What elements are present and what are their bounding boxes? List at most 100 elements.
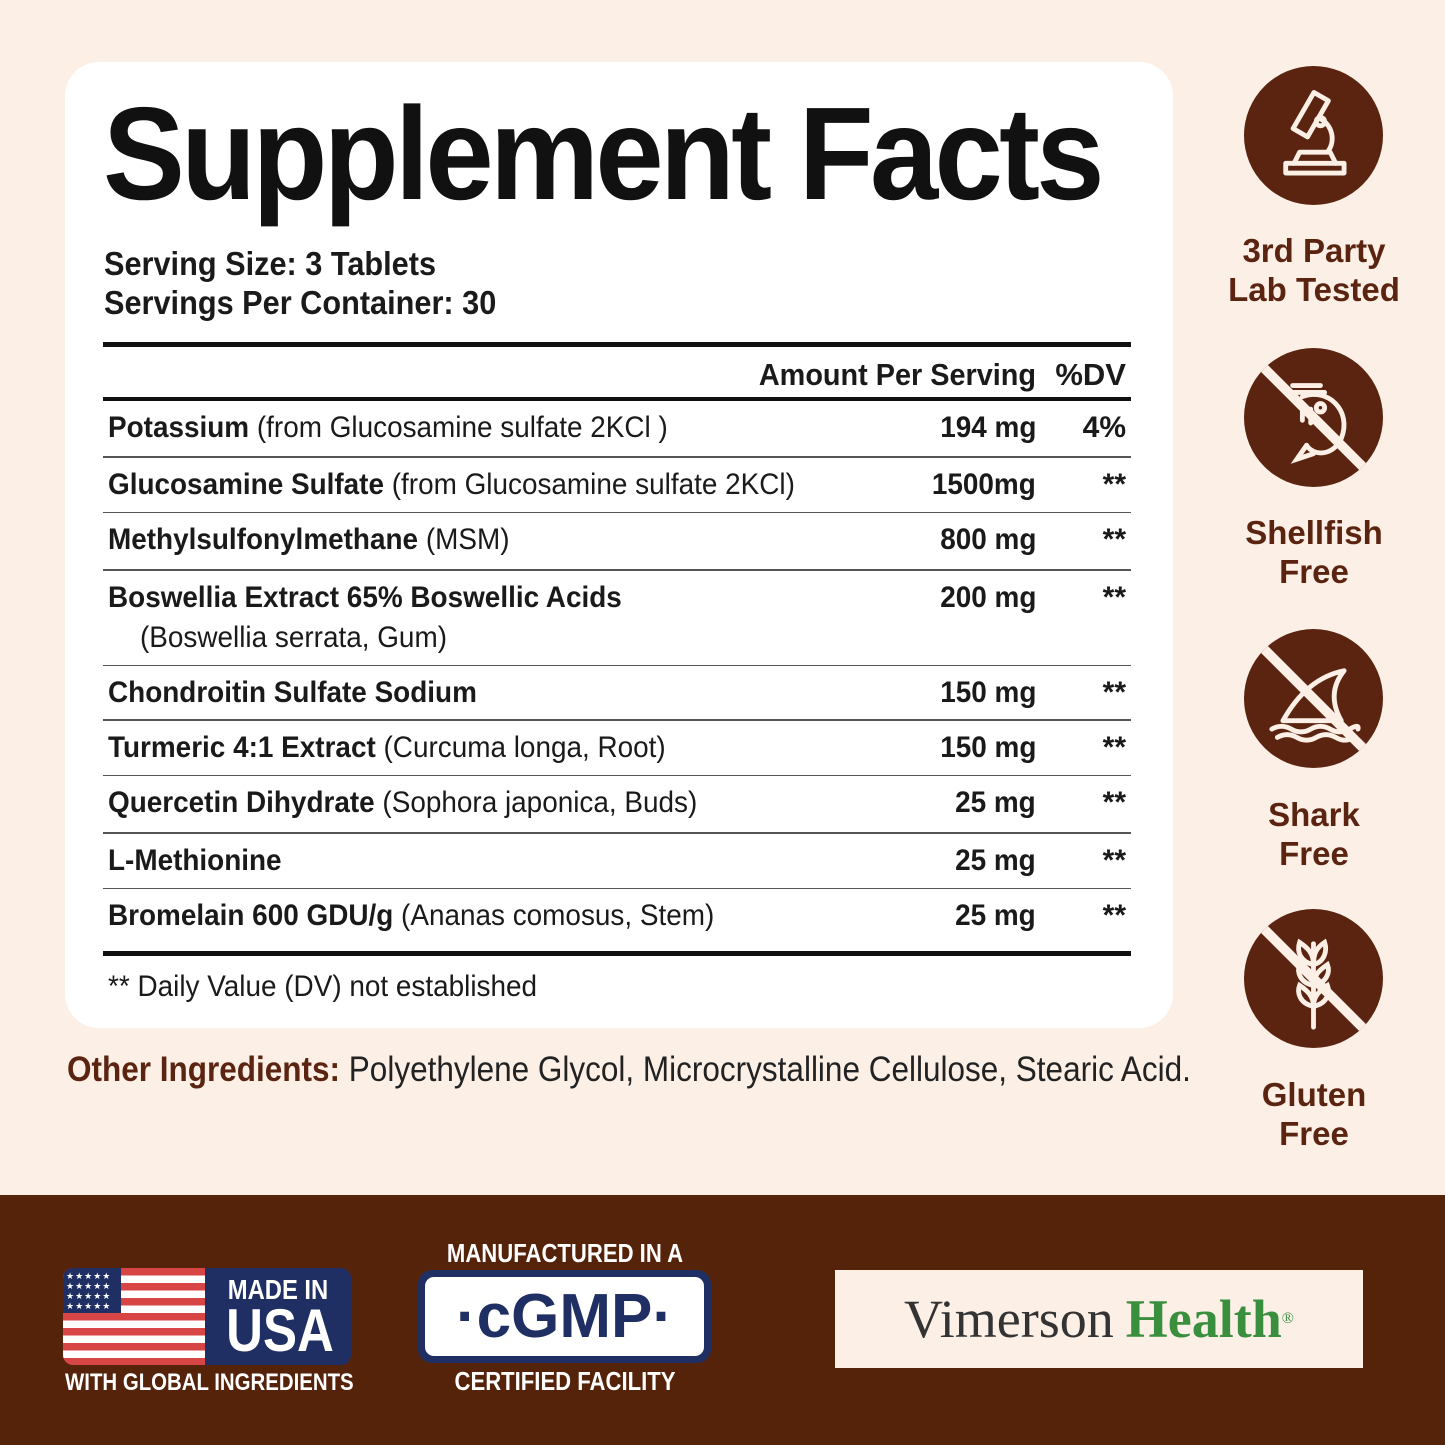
ingredient-dv: ** [1102,580,1126,614]
usa-bottom-text: WITH GLOBAL INGREDIENTS [65,1369,354,1396]
table-row: Boswellia Extract 65% Boswellic Acids (Bo… [103,571,1131,665]
table-header: Amount Per Serving %DV [103,347,1131,397]
divider [103,342,1131,347]
divider [103,664,1131,666]
table-row: Methylsulfonylmethane (MSM) 800 mg ** [103,513,1131,569]
serving-size: Serving Size: 3 Tablets [104,245,437,282]
table-row: L-Methionine 25 mg ** [103,834,1131,888]
table-row: Glucosamine Sulfate (from Glucosamine su… [103,458,1131,512]
ingredient-name: Potassium (from Glucosamine sulfate 2KCl… [108,411,668,445]
badge-line: Gluten [1261,1076,1367,1113]
badge-line: Lab Tested [1228,271,1400,308]
brand-logo: Vimerson Health ® [835,1270,1363,1368]
ingredient-title: Boswellia Extract 65% Boswellic Acids [108,580,622,614]
no-shellfish-icon [1244,348,1383,487]
usa-main-text: USA [226,1297,334,1364]
other-ingredients-value: Polyethylene Glycol, Microcrystalline Ce… [340,1050,1191,1089]
registered-mark: ® [1281,1310,1294,1327]
badge-line: Free [1279,1115,1349,1152]
badge-label-shellfish-free: Shellfish Free [1200,513,1428,591]
ingredient-dv: ** [1102,786,1126,819]
ingredient-title: L-Methionine [108,843,282,877]
ingredient-name: Turmeric 4:1 Extract (Curcuma longa, Roo… [108,731,666,765]
no-shark-icon [1244,629,1383,768]
badge-label-gluten-free: Gluten Free [1200,1075,1428,1153]
ingredient-detail: (Ananas comosus, Stem) [401,899,715,932]
made-in-usa-logo: ★★★★★ ★★★★★ ★★★★★ ★★★★★ MADE IN USA [63,1268,351,1365]
microscope-icon [1244,66,1383,205]
ingredient-dv: ** [1102,899,1126,932]
divider [103,951,1131,956]
ingredient-amount: 200 mg [939,580,1036,614]
ingredient-name: Methylsulfonylmethane (MSM) [108,523,509,557]
table-row: Turmeric 4:1 Extract (Curcuma longa, Roo… [103,721,1131,775]
ingredient-amount: 25 mg [955,786,1036,819]
ingredient-name: L-Methionine [108,844,282,878]
ingredient-title: Turmeric 4:1 Extract [108,730,376,764]
brand-name: Vimerson [904,1289,1114,1349]
ingredient-amount: 800 mg [939,523,1036,556]
ingredient-detail: (from Glucosamine sulfate 2KCl ) [256,411,668,444]
ingredient-detail: (Sophora japonica, Buds) [382,786,698,819]
ingredient-title: Glucosamine Sulfate [108,467,384,501]
ingredient-detail: (Curcuma longa, Root) [383,730,666,764]
badge-line: Shark [1268,796,1360,833]
cgmp-bottom-text: CERTIFIED FACILITY [454,1366,676,1396]
badge-label-lab-tested: 3rd Party Lab Tested [1200,231,1428,309]
ingredient-detail: (MSM) [425,523,510,556]
ingredient-amount: 150 mg [939,676,1036,709]
divider [103,887,1131,889]
ingredient-dv: ** [1102,843,1126,877]
ingredient-title: Potassium [108,411,250,444]
divider [103,569,1131,571]
ingredient-name: Chondroitin Sulfate Sodium [108,676,477,710]
ingredient-amount: 25 mg [955,843,1036,877]
ingredient-name: Boswellia Extract 65% Boswellic Acids [108,581,622,615]
ingredient-amount: 194 mg [939,411,1036,444]
ingredient-name: Quercetin Dihydrate (Sophora japonica, B… [108,786,697,820]
ingredient-dv: 4% [1082,411,1126,444]
badge-line: Free [1279,835,1349,872]
ingredient-dv: ** [1102,730,1126,764]
footnote: ** Daily Value (DV) not established [108,970,538,1003]
other-ingredients: Other Ingredients: Polyethylene Glycol, … [67,1050,1191,1090]
badge-line: Free [1279,553,1349,590]
ingredient-detail: (from Glucosamine sulfate 2KCl) [391,467,795,501]
ingredient-title: Methylsulfonylmethane [108,523,419,556]
supplement-facts-card [65,62,1173,1028]
divider [103,511,1131,513]
divider [103,456,1131,458]
ingredient-title: Quercetin Dihydrate [108,786,375,819]
divider [103,774,1131,776]
brand-name-health: Health [1125,1289,1282,1349]
ingredient-detail: (Boswellia serrata, Gum) [140,620,447,654]
table-row: Potassium (from Glucosamine sulfate 2KCl… [103,401,1131,456]
table-row: Chondroitin Sulfate Sodium 150 mg ** [103,666,1131,719]
no-gluten-icon [1244,909,1383,1048]
ingredient-dv: ** [1102,523,1126,556]
other-ingredients-label: Other Ingredients: [67,1050,341,1089]
divider [103,832,1131,834]
servings-per-container: Servings Per Container: 30 [104,284,497,321]
flag-stars: ★★★★★ ★★★★★ ★★★★★ ★★★★★ [63,1268,121,1313]
divider [103,397,1131,401]
header-amount: Amount Per Serving [758,357,1036,392]
ingredient-name: Bromelain 600 GDU/g (Ananas comosus, Ste… [108,899,714,933]
ingredient-dv: ** [1102,467,1126,501]
table-row: Bromelain 600 GDU/g (Ananas comosus, Ste… [103,889,1131,951]
ingredient-title: Bromelain 600 GDU/g [108,899,394,932]
badge-label-shark-free: Shark Free [1200,795,1428,873]
table-row: Quercetin Dihydrate (Sophora japonica, B… [103,776,1131,832]
ingredient-amount: 150 mg [939,730,1036,764]
divider [103,719,1131,721]
usa-top-text: MADE IN [227,1274,329,1305]
page-title: Supplement Facts [103,80,1105,227]
ingredient-title: Chondroitin Sulfate Sodium [108,676,477,709]
facts-table: Amount Per Serving %DV Potassium (from G… [103,342,1131,956]
cgmp-top-text: MANUFACTURED IN A [446,1238,684,1268]
ingredient-amount: 25 mg [955,899,1036,932]
badge-line: 3rd Party [1242,232,1386,269]
ingredient-amount: 1500mg [932,467,1036,501]
cgmp-logo: ·cGMP· [418,1270,711,1363]
header-dv: %DV [1055,357,1126,392]
